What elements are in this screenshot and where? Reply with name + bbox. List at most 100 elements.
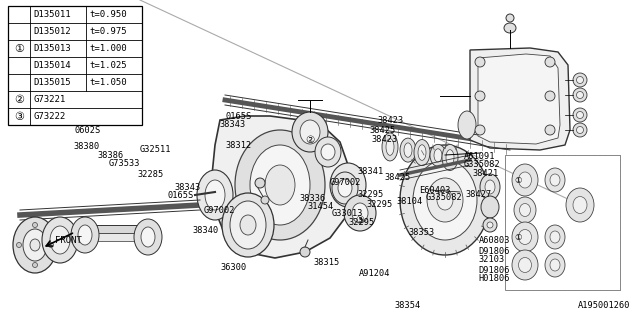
Ellipse shape [400,138,416,162]
Text: 38343: 38343 [220,120,246,129]
Circle shape [573,73,587,87]
Ellipse shape [222,193,274,257]
Text: 38380: 38380 [74,142,100,151]
Circle shape [475,125,485,135]
Text: 38421: 38421 [472,169,499,178]
Text: ②: ② [305,135,315,145]
Text: D135011: D135011 [33,10,70,19]
Text: G73222: G73222 [33,112,65,121]
Ellipse shape [292,112,328,152]
Circle shape [17,243,22,247]
Text: D91806: D91806 [479,247,510,256]
Bar [505,155,620,290]
Circle shape [577,111,584,118]
Bar [90,233,145,241]
Text: 31454: 31454 [307,202,333,211]
Text: ①: ① [14,44,24,53]
Text: 38354: 38354 [395,301,421,310]
Ellipse shape [300,120,320,144]
Text: ③: ③ [356,215,364,225]
Ellipse shape [352,203,368,223]
Ellipse shape [30,239,40,251]
Text: 38423: 38423 [371,135,397,144]
Ellipse shape [512,222,538,252]
Text: 38336: 38336 [300,194,326,203]
Ellipse shape [321,144,335,160]
Bar [8,6,142,125]
Text: 38427: 38427 [466,190,492,199]
Circle shape [506,14,514,22]
Circle shape [577,126,584,133]
Ellipse shape [518,229,531,244]
Circle shape [483,218,497,232]
Ellipse shape [265,165,295,205]
Ellipse shape [458,111,476,139]
Bar [90,225,145,233]
Circle shape [573,88,587,102]
Polygon shape [470,48,570,150]
Ellipse shape [42,217,78,263]
Ellipse shape [205,180,225,210]
Ellipse shape [386,139,394,155]
Text: 32285: 32285 [138,170,164,179]
Ellipse shape [134,219,162,255]
Text: 32295: 32295 [357,190,383,199]
Ellipse shape [550,259,560,271]
Ellipse shape [434,149,442,162]
Ellipse shape [338,179,352,197]
Circle shape [487,222,493,228]
Text: 0602S: 0602S [75,126,101,135]
Ellipse shape [240,215,256,235]
Text: ②: ② [14,94,24,105]
Ellipse shape [545,225,565,249]
Text: t=0.950: t=0.950 [89,10,127,19]
Ellipse shape [413,160,477,240]
Ellipse shape [520,204,531,217]
Text: G97002: G97002 [204,206,235,215]
Ellipse shape [23,229,47,261]
Text: 38341: 38341 [357,167,383,176]
Ellipse shape [197,170,233,220]
Text: 32295: 32295 [349,218,375,227]
Text: t=1.000: t=1.000 [89,44,127,53]
Text: E60403: E60403 [419,186,451,195]
Text: ③: ③ [14,111,24,122]
Text: 38343: 38343 [174,183,200,192]
Text: H01806: H01806 [479,274,510,283]
Ellipse shape [446,150,454,165]
Circle shape [577,76,584,84]
Ellipse shape [504,23,516,33]
Ellipse shape [382,133,398,161]
Circle shape [49,243,54,247]
Ellipse shape [141,227,155,247]
Text: 38104: 38104 [397,197,423,206]
Ellipse shape [512,164,538,196]
Ellipse shape [566,188,594,222]
Ellipse shape [545,253,565,277]
Ellipse shape [13,217,57,273]
Ellipse shape [400,145,490,255]
Text: D91806: D91806 [479,266,510,275]
Ellipse shape [71,217,99,253]
Text: G73533: G73533 [109,159,140,168]
Ellipse shape [404,143,412,157]
Ellipse shape [250,145,310,225]
Ellipse shape [230,201,266,249]
Ellipse shape [550,174,560,186]
Text: ①: ① [515,233,522,242]
Text: 38340: 38340 [192,226,218,235]
Ellipse shape [427,178,463,222]
Ellipse shape [573,196,587,213]
Text: G97002: G97002 [330,178,361,187]
Text: 32103: 32103 [479,255,505,264]
Circle shape [545,57,555,67]
Text: 38423: 38423 [378,116,404,124]
Ellipse shape [481,196,499,218]
Text: A60803: A60803 [479,236,510,244]
Ellipse shape [480,174,500,200]
Ellipse shape [50,226,70,254]
Text: t=1.025: t=1.025 [89,61,127,70]
Polygon shape [212,116,350,258]
Text: 38425: 38425 [384,173,410,182]
Ellipse shape [330,163,366,207]
